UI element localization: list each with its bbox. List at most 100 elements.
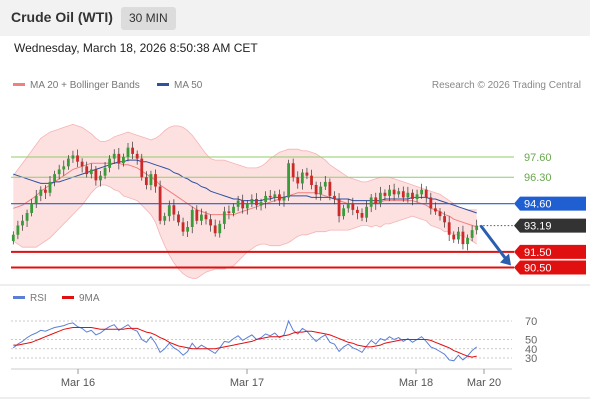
candle-body [11,234,15,241]
level-tag-90.50 [514,260,586,275]
candle-body [282,197,286,201]
candle-body [154,174,157,187]
candle-body [108,158,112,168]
candle-body [278,194,281,201]
candle-body [213,225,217,234]
legend-9ma: 9MA [62,293,100,304]
bollinger-band-area [13,124,477,279]
bollinger-lower [13,184,477,279]
candle-body [236,200,240,207]
candle-body [342,208,346,217]
time-tick-Mar 17: Mar 17 [230,377,264,389]
rsi-series-RSI [12,319,478,362]
timeframe-badge[interactable]: 30 MIN [121,7,176,30]
candle-body [177,214,180,223]
candle-body [218,223,222,234]
candle-body [360,213,364,218]
legend-ma50-label: MA 50 [174,80,203,91]
chart-header: Crude Oil (WTI) 30 MIN [0,0,590,36]
ma20-swatch [13,82,25,86]
candle-body [250,199,254,204]
candle-body [365,206,368,218]
candle-body [53,174,56,182]
candle-body [245,203,249,209]
candle-body [310,175,313,185]
candle-body [172,205,176,215]
candle-body [200,214,203,221]
candle-body [25,213,29,221]
level-label-91.50: 91.50 [524,247,552,259]
candle-body [39,189,43,196]
candle-body [163,216,167,221]
candle-body [259,202,263,206]
candle-body [140,158,144,178]
legend-ma50: MA 50 [157,80,202,91]
candle-body [323,181,327,187]
time-tick-Mar 18: Mar 18 [399,377,433,389]
rsi-series-9MA [13,327,477,358]
candle-body [255,199,258,206]
candle-body [195,209,199,221]
candle-body [268,195,272,198]
level-label-96.30: 96.30 [524,172,552,184]
candle-body [388,189,391,196]
candle-body [190,209,194,227]
candle-body [94,169,98,181]
candle-body [401,191,405,198]
candle-body [383,192,387,196]
candle-body [356,209,359,213]
candle-body [71,155,75,159]
candle-body [438,211,442,217]
candle-body [264,195,268,203]
candle-body [158,186,162,221]
current-price-tag [514,218,586,233]
rsi-tick-40: 40 [525,344,537,356]
candle-body [149,174,153,185]
legend-rsi-label: RSI [30,293,47,304]
candle-body [21,220,24,226]
source-credit: Research © 2026 Trading Central [431,80,581,91]
candle-body [222,211,226,224]
candle-body [232,206,235,213]
candle-body [420,189,424,195]
legend-9ma-label: 9MA [79,293,100,304]
candle-body [296,177,300,184]
price-panel: 97.60 96.30 94.60 91.50 90.50 93.19 [0,123,590,286]
candle-body [241,200,245,209]
candle-body [314,185,318,195]
candle-body [85,166,89,175]
ma9-swatch [62,295,74,299]
candle-body [328,181,332,196]
candle-body [424,189,428,198]
legend-ma20-bollinger: MA 20 + Bollinger Bands [13,80,140,91]
candle-body [346,203,350,209]
level-tag-94.60 [514,196,586,211]
time-tick-Mar 20: Mar 20 [467,377,501,389]
candle-body [117,153,121,164]
candle-body [411,192,414,199]
candle-body [204,214,208,220]
candle-body [305,172,309,176]
candle-body [443,216,446,223]
candle-body [16,225,20,235]
candle-body [429,197,433,209]
candle-body [461,231,465,245]
candle-body [76,155,79,162]
legend-ma20-label: MA 20 + Bollinger Bands [30,80,140,91]
candle-body [397,191,401,195]
rsi-tick-70: 70 [525,316,537,328]
candle-body [273,194,277,198]
candle-body [66,158,70,167]
candle-body [122,157,125,164]
legend-rsi: RSI [13,293,47,304]
candle-body [89,169,93,175]
candle-body [369,197,373,207]
candle-body [126,147,130,157]
candle-body [470,230,474,238]
candle-body [227,211,231,213]
candle-body [48,181,52,193]
candle-body [374,197,378,204]
candle-body [80,161,84,167]
candle-body [392,189,396,195]
